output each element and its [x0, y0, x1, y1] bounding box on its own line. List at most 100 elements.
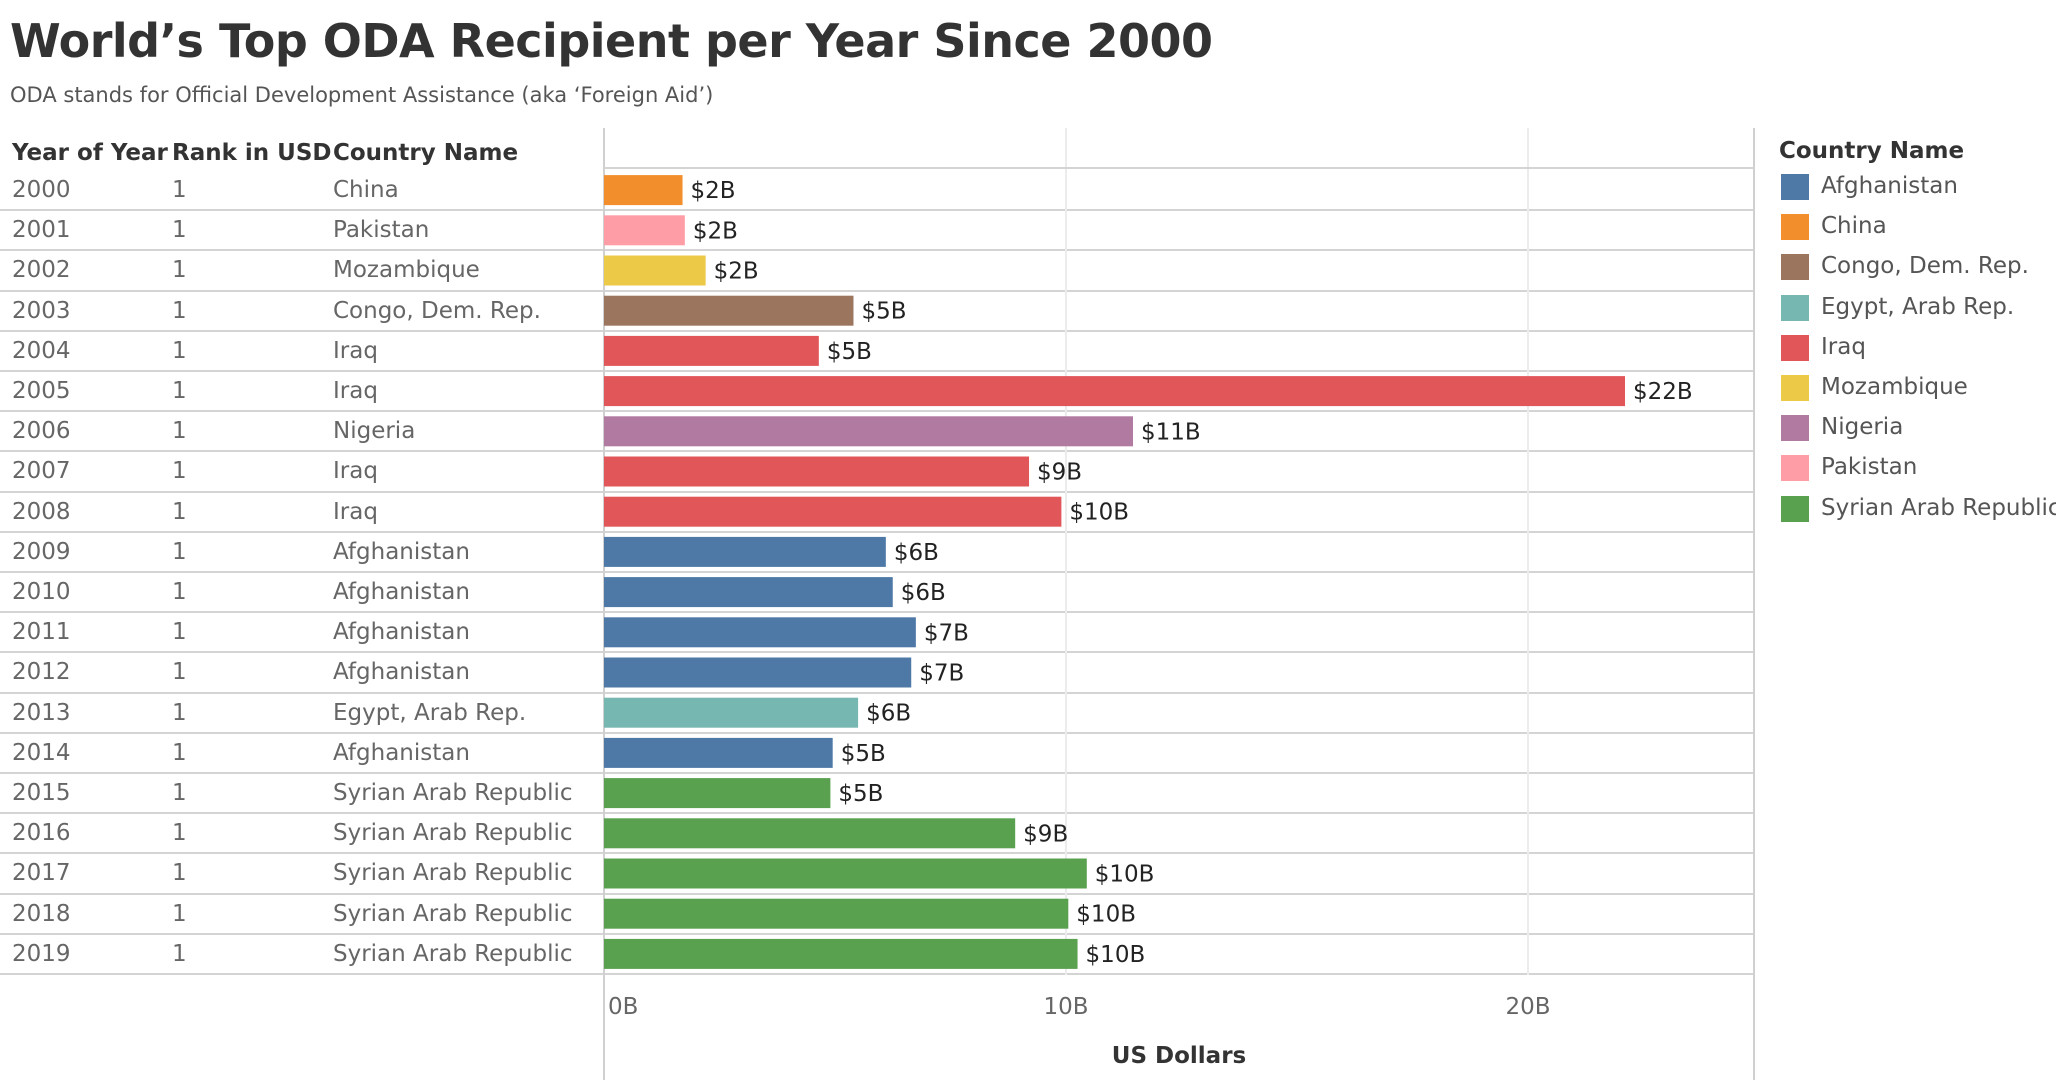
year-cell[interactable]: 2004	[12, 337, 71, 364]
year-cell[interactable]: 2018	[12, 900, 71, 927]
bar-2018[interactable]	[604, 898, 1069, 929]
bar-2017[interactable]	[604, 858, 1087, 889]
bar-2006[interactable]	[604, 416, 1133, 447]
bar-2000[interactable]	[604, 175, 683, 206]
bar-2005[interactable]	[604, 376, 1626, 407]
row-separator	[0, 490, 1755, 493]
year-cell[interactable]: 2013	[12, 699, 71, 726]
country-cell[interactable]: Egypt, Arab Rep.	[333, 699, 527, 726]
country-cell[interactable]: Syrian Arab Republic	[333, 780, 573, 806]
country-cell[interactable]: Syrian Arab Republic	[333, 900, 573, 927]
country-cell[interactable]: Pakistan	[333, 217, 430, 244]
bar-2002[interactable]	[604, 255, 706, 286]
country-cell[interactable]: Iraq	[333, 498, 378, 525]
rank-cell[interactable]: 1	[172, 579, 187, 605]
country-cell[interactable]: Afghanistan	[333, 538, 470, 565]
row-separator	[0, 209, 1755, 212]
year-cell[interactable]: 2011	[12, 619, 71, 646]
rank-cell[interactable]: 1	[172, 217, 187, 244]
bar-2004[interactable]	[604, 335, 819, 366]
country-cell[interactable]: Syrian Arab Republic	[333, 820, 573, 847]
rank-cell[interactable]: 1	[172, 337, 187, 364]
bar-2009[interactable]	[604, 536, 886, 567]
bar-2016[interactable]	[604, 818, 1016, 849]
bar-2007[interactable]	[604, 456, 1030, 487]
year-cell[interactable]: 2009	[12, 538, 71, 565]
row-separator	[0, 370, 1755, 372]
country-cell[interactable]: China	[333, 177, 399, 203]
rank-cell[interactable]: 1	[172, 780, 187, 806]
rank-cell[interactable]: 1	[172, 418, 187, 445]
bar-value-label: $5B	[861, 299, 906, 325]
bar-2014[interactable]	[604, 737, 833, 768]
row-separator	[0, 611, 1755, 614]
row-separator	[0, 329, 1755, 332]
bar-2012[interactable]	[604, 657, 912, 688]
rank-cell[interactable]: 1	[172, 659, 187, 686]
year-cell[interactable]: 2008	[12, 498, 71, 525]
country-cell[interactable]: Afghanistan	[333, 579, 470, 605]
rank-cell[interactable]: 1	[172, 860, 187, 887]
year-cell[interactable]: 2019	[12, 940, 71, 967]
bar-2010[interactable]	[604, 577, 893, 608]
bar-value-label: $5B	[827, 339, 872, 365]
bar-2008[interactable]	[604, 496, 1062, 527]
rank-cell[interactable]: 1	[172, 820, 187, 847]
legend-swatch	[1781, 375, 1809, 401]
year-cell[interactable]: 2005	[12, 378, 71, 404]
column-header-rank[interactable]: Rank in USD	[172, 140, 332, 166]
row-separator	[0, 530, 1755, 533]
year-cell[interactable]: 2016	[12, 820, 71, 847]
rank-cell[interactable]: 1	[172, 458, 187, 485]
country-cell[interactable]: Afghanistan	[333, 739, 470, 766]
bar-value-label: $2B	[714, 259, 759, 285]
rank-cell[interactable]: 1	[172, 257, 187, 284]
rank-cell[interactable]: 1	[172, 699, 187, 726]
country-cell[interactable]: Mozambique	[333, 257, 480, 284]
year-cell[interactable]: 2015	[12, 780, 71, 806]
year-cell[interactable]: 2010	[12, 579, 71, 605]
bar-value-label: $7B	[919, 661, 964, 687]
bar-2015[interactable]	[604, 778, 831, 809]
rank-cell[interactable]: 1	[172, 739, 187, 766]
country-cell[interactable]: Syrian Arab Republic	[333, 860, 573, 887]
country-cell[interactable]: Afghanistan	[333, 619, 470, 646]
year-cell[interactable]: 2007	[12, 458, 71, 485]
country-cell[interactable]: Iraq	[333, 458, 378, 485]
country-cell[interactable]: Iraq	[333, 378, 378, 404]
rank-cell[interactable]: 1	[172, 297, 187, 324]
country-cell[interactable]: Congo, Dem. Rep.	[333, 297, 541, 324]
x-axis-title: US Dollars	[1112, 1043, 1246, 1069]
year-cell[interactable]: 2000	[12, 177, 71, 203]
row-separator	[0, 812, 1755, 815]
country-cell[interactable]: Iraq	[333, 337, 378, 364]
country-cell[interactable]: Nigeria	[333, 418, 416, 445]
bar-2003[interactable]	[604, 295, 854, 326]
year-cell[interactable]: 2006	[12, 418, 71, 445]
rank-cell[interactable]: 1	[172, 378, 187, 404]
year-cell[interactable]: 2017	[12, 860, 71, 887]
rank-cell[interactable]: 1	[172, 940, 187, 967]
rank-cell[interactable]: 1	[172, 900, 187, 927]
legend-label: Pakistan	[1821, 454, 1918, 481]
year-cell[interactable]: 2012	[12, 659, 71, 686]
column-header-country[interactable]: Country Name	[333, 140, 519, 166]
rank-cell[interactable]: 1	[172, 619, 187, 646]
country-cell[interactable]: Syrian Arab Republic	[333, 940, 573, 967]
year-cell[interactable]: 2014	[12, 739, 71, 766]
rank-cell[interactable]: 1	[172, 177, 187, 203]
legend-swatch	[1781, 294, 1809, 321]
bar-2019[interactable]	[604, 938, 1078, 969]
bar-2013[interactable]	[604, 697, 859, 728]
bar-2011[interactable]	[604, 617, 916, 648]
rank-cell[interactable]: 1	[172, 498, 187, 525]
year-cell[interactable]: 2001	[12, 217, 71, 244]
bar-value-label: $5B	[838, 781, 883, 807]
bar-2001[interactable]	[604, 215, 685, 246]
year-cell[interactable]: 2002	[12, 257, 71, 284]
column-header-year[interactable]: Year of Year	[12, 140, 168, 166]
country-cell[interactable]: Afghanistan	[333, 659, 470, 686]
year-cell[interactable]: 2003	[12, 297, 71, 324]
rank-cell[interactable]: 1	[172, 538, 187, 565]
